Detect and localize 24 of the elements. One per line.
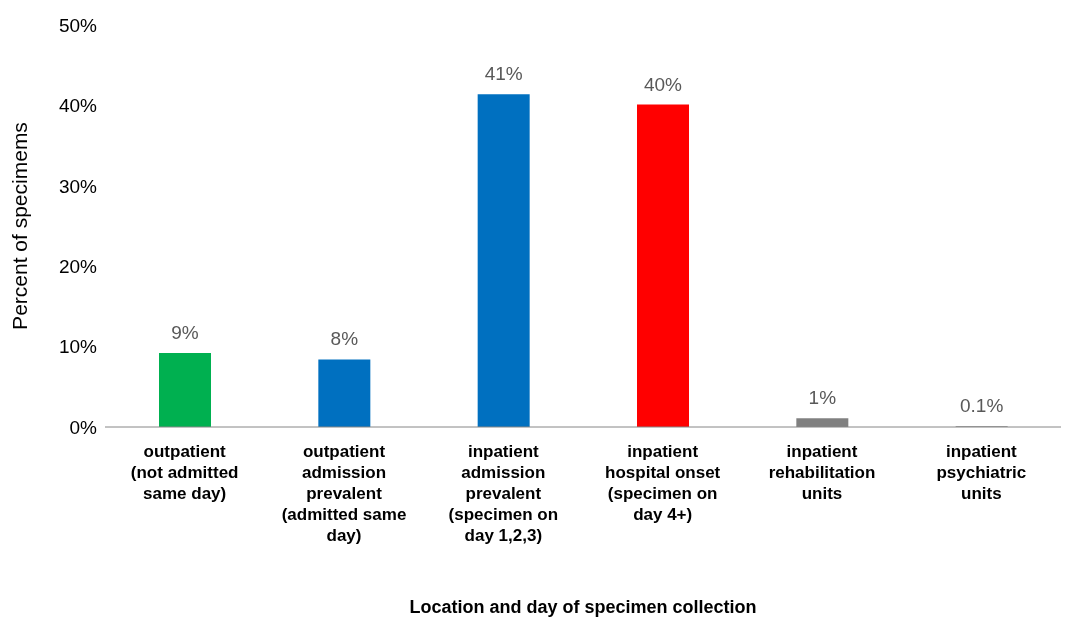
bar <box>318 359 371 427</box>
y-axis-title: Percent of specimems <box>8 122 32 330</box>
data-label: 0.1% <box>960 395 1004 417</box>
data-label: 1% <box>808 387 837 409</box>
y-tick-label: 50% <box>58 14 98 36</box>
x-tick-label: inpatient hospital onset (specimen on day 4+) <box>605 442 721 524</box>
data-label: 9% <box>171 322 199 344</box>
x-tick-label: inpatient psychiatric units <box>936 442 1027 503</box>
x-tick-label: inpatient rehabilitation units <box>768 442 876 503</box>
data-label: 41% <box>484 63 523 85</box>
x-tick-label: inpatient admission prevalent (specimen on day 1,2,3) <box>448 442 559 545</box>
y-tick-label: 10% <box>58 336 98 358</box>
x-tick-label: outpatient (not admitted same day) <box>130 442 239 503</box>
y-tick-label: 40% <box>58 95 98 117</box>
bar <box>477 94 530 427</box>
y-tick-label: 30% <box>58 175 98 197</box>
bar <box>637 104 689 427</box>
data-label: 8% <box>330 328 359 350</box>
bar <box>159 353 211 427</box>
y-tick-label: 0% <box>69 416 98 438</box>
data-label: 40% <box>643 73 683 95</box>
y-tick-label: 20% <box>58 255 98 277</box>
x-tick-label: outpatient admission prevalent (admitted same day) <box>281 442 407 545</box>
x-axis-title: Location and day of specimen collection <box>409 597 757 617</box>
